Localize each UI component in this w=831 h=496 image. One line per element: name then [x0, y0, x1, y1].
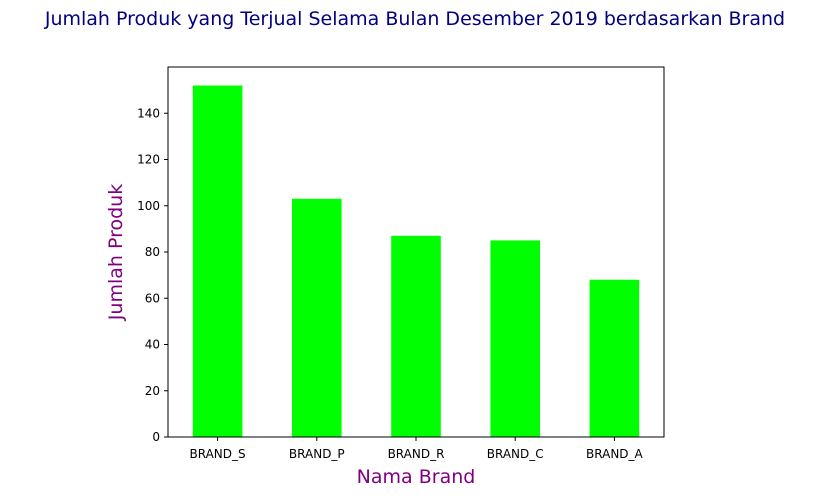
x-tick-label: BRAND_C [487, 447, 544, 461]
y-tick-label: 60 [145, 291, 160, 305]
y-tick-label: 20 [145, 384, 160, 398]
y-tick-label: 80 [145, 245, 160, 259]
bar-brand-s [192, 85, 243, 437]
chart-title: Jumlah Produk yang Terjual Selama Bulan … [44, 8, 785, 30]
x-tick-label: BRAND_A [586, 447, 644, 461]
plot-area: 0 20 40 60 80 100 120 140 BRAND_S BRAND_P BRAND_R… [137, 66, 665, 461]
x-tick-label: BRAND_P [289, 447, 345, 461]
x-axis-ticks: BRAND_S BRAND_P BRAND_R BRAND_C BRAND_A [190, 437, 644, 461]
y-tick-label: 0 [152, 430, 160, 444]
x-tick-label: BRAND_S [190, 447, 246, 461]
x-axis-label: Nama Brand [357, 466, 476, 488]
bar-brand-p [292, 198, 342, 437]
y-axis-label: Jumlah Produk [105, 184, 127, 321]
bar-brand-a [589, 279, 640, 437]
y-tick-label: 120 [137, 153, 160, 167]
bars-group [192, 85, 640, 437]
bar-brand-c [490, 240, 540, 437]
bar-brand-r [391, 235, 441, 437]
x-tick-label: BRAND_R [388, 447, 445, 461]
y-tick-label: 100 [137, 199, 160, 213]
y-tick-label: 40 [145, 338, 160, 352]
y-tick-label: 140 [137, 106, 160, 120]
y-axis-ticks: 0 20 40 60 80 100 120 140 [137, 106, 168, 444]
